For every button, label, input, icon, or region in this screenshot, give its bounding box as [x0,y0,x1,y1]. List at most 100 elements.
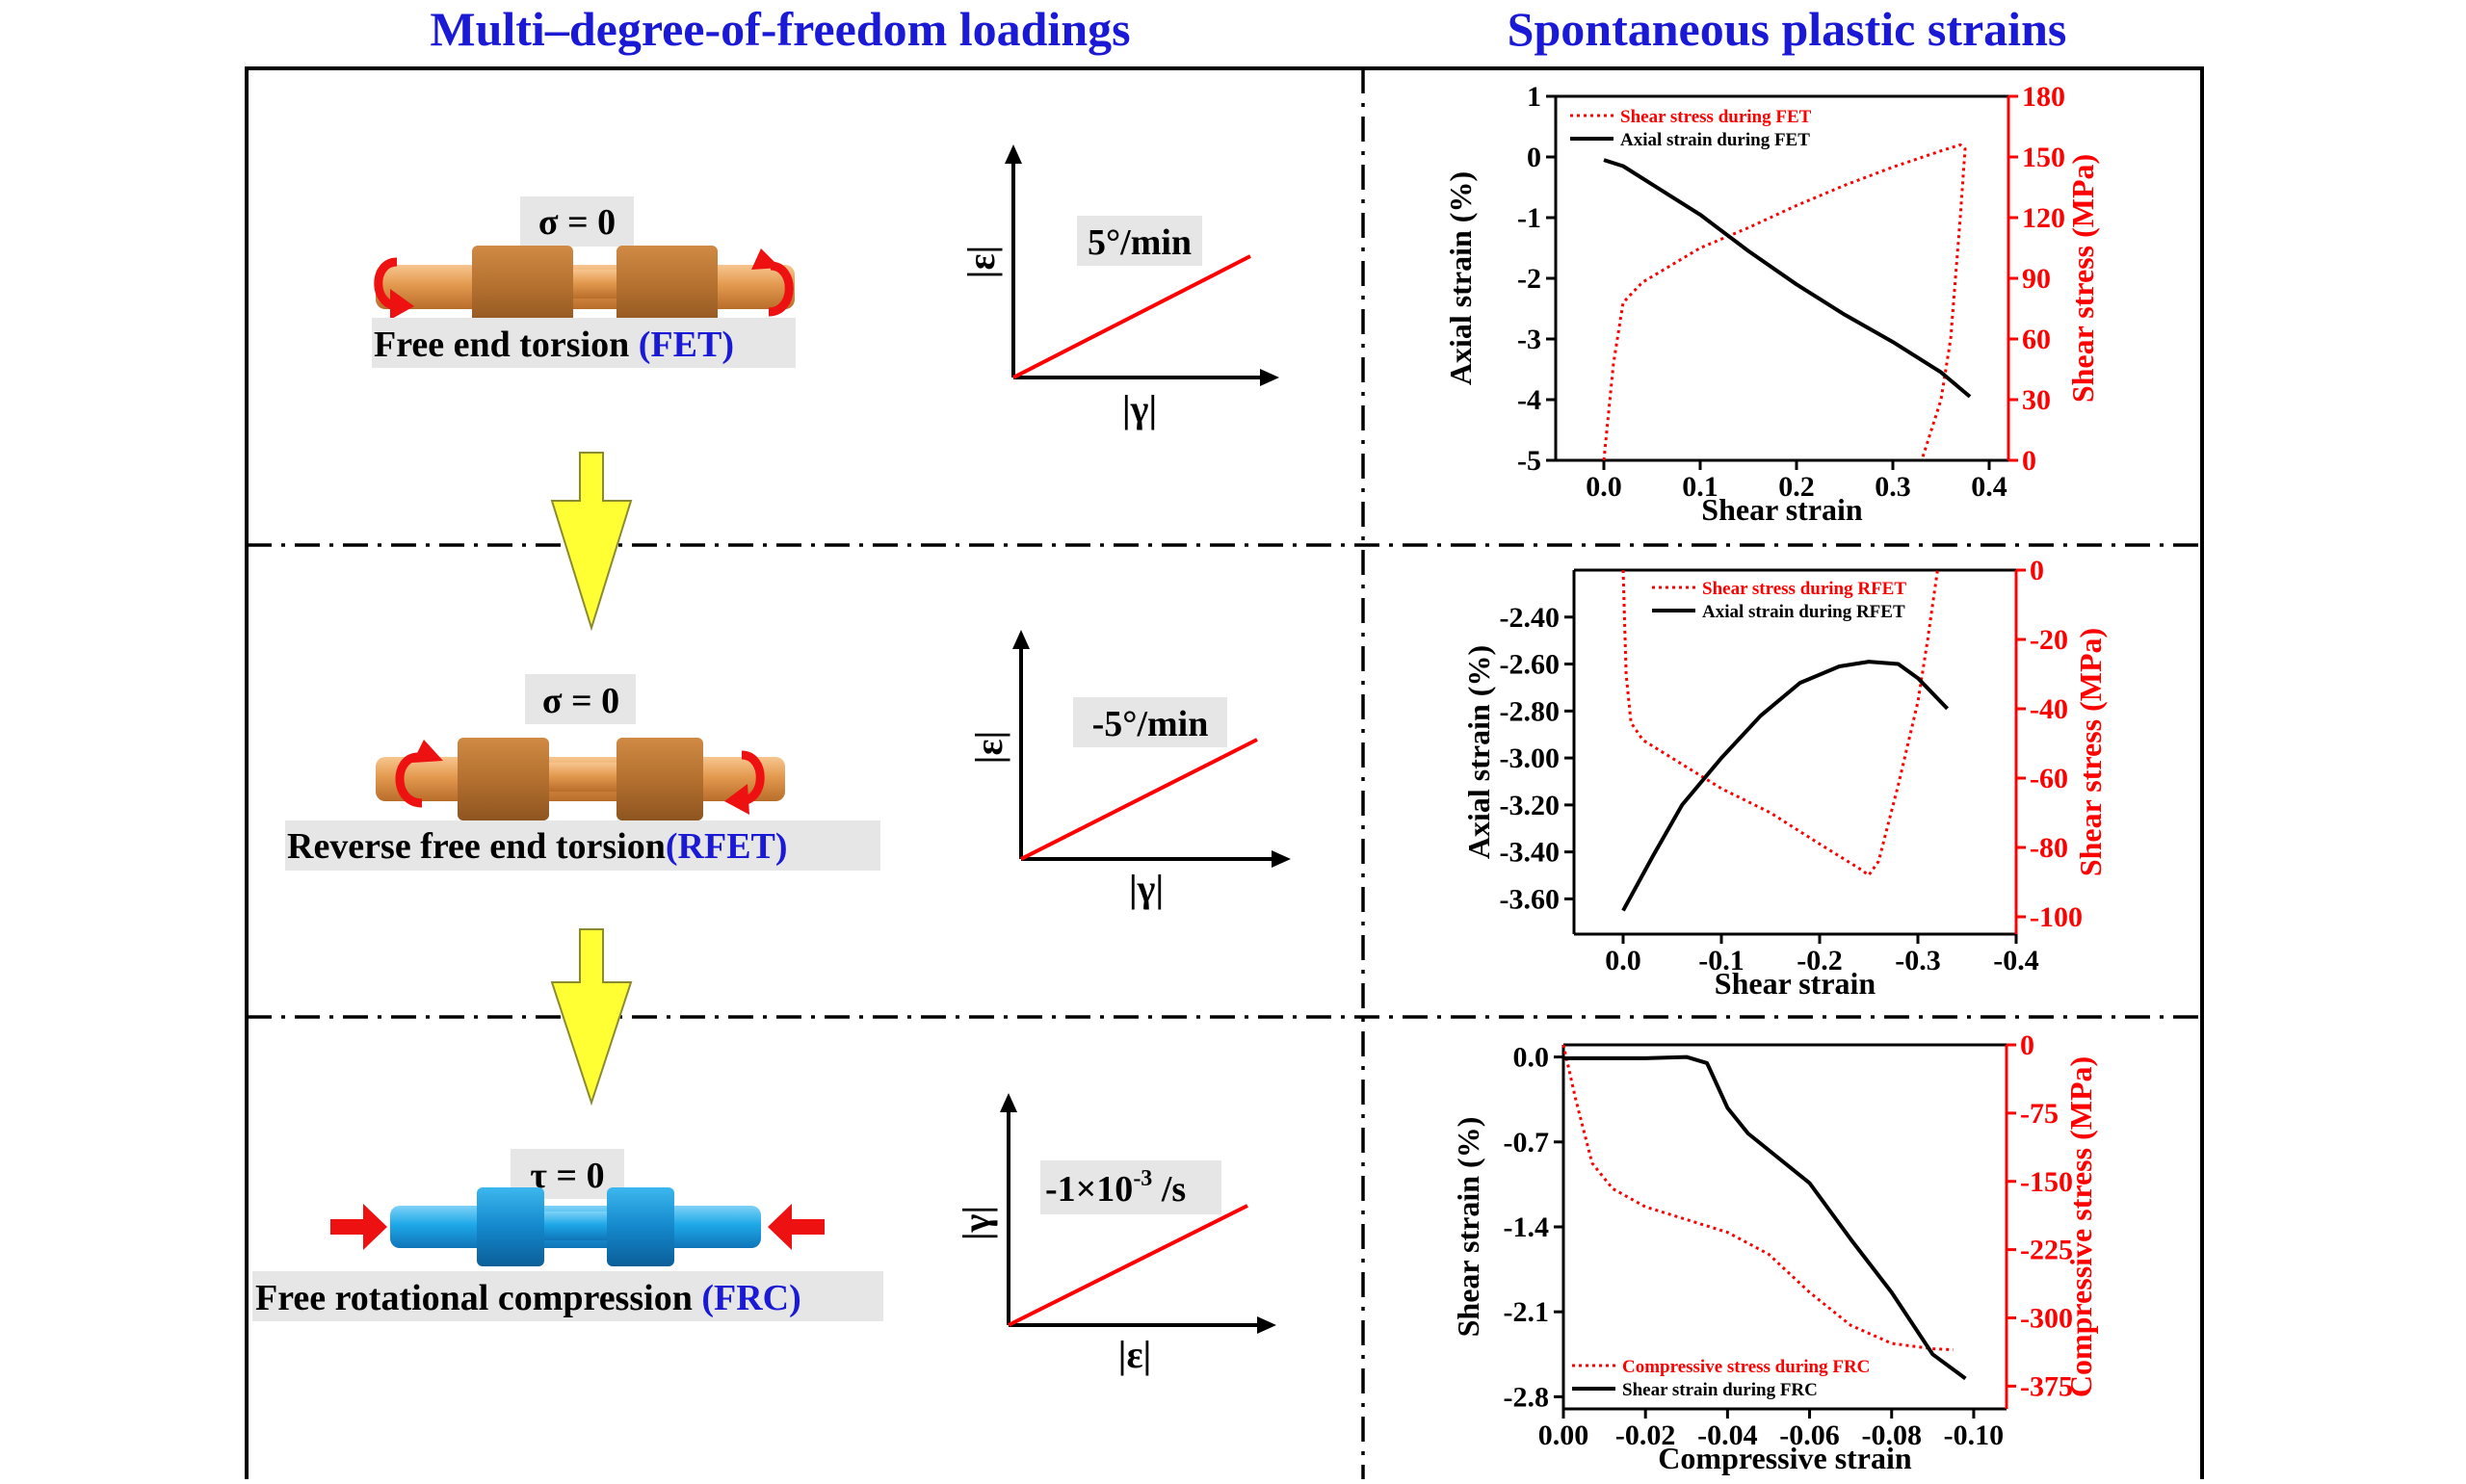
rate-label: 5°/min [1088,222,1192,263]
y-tick-label: -0.7 [1504,1127,1550,1159]
y-tick-label: -3.00 [1500,742,1561,774]
y-tick-label: -5 [1517,445,1541,477]
x-tick-label: -0.08 [1861,1419,1922,1451]
loading-path-line [1008,1204,1248,1327]
steel-specimen [390,1187,761,1266]
y2-tick-label: -40 [2030,693,2068,725]
loading-path-line [1012,254,1251,379]
chart-rfet-response: 0.0 -0.1 -0.2 -0.3 -0.4 -2.40 -2.60 -2.80 -3.00 -… [1461,555,2108,1001]
x-tick-label: 0.00 [1538,1419,1589,1451]
y-axis-label: Shear strain (%) [1451,1117,1485,1338]
rate-schematic: -1×10-3 /s |γ| |ε| [955,1093,1276,1376]
y-tick-label: 0 [1527,142,1541,173]
series-line-strain [1621,660,1950,912]
series-line-strain [1603,158,1972,399]
x-tick-label: 0.0 [1586,471,1622,503]
x-tick-label: -0.10 [1944,1419,2005,1451]
rate-schematic: 5°/min |ε| |γ| [959,144,1279,430]
series-line-stress [1561,1044,1954,1352]
stress-condition-bg [520,196,634,247]
legend-label-stress: Compressive stress during FRC [1622,1357,1870,1377]
x-tick-label: -0.3 [1895,945,1941,976]
y-tick-label: -4 [1517,384,1541,416]
x-tick-label: -0.04 [1697,1419,1758,1451]
y-axis-symbol: |ε| [967,731,1010,765]
y-tick-label: -2.40 [1500,602,1561,634]
y-tick-label: -2 [1517,263,1541,295]
y-tick-label: 1 [1527,81,1541,113]
transition-arrow-icon [550,928,633,1106]
y-tick-label: -3.20 [1500,790,1561,821]
y-axis-label: Axial strain (%) [1443,171,1478,385]
y-tick-label: -3.40 [1500,837,1561,869]
x-tick-label: 0.3 [1875,471,1911,503]
y2-tick-label: -150 [2020,1166,2073,1198]
copper-specimen [376,738,785,820]
y2-tick-label: 0 [2022,445,2036,477]
loading-label-bg [252,1271,883,1321]
series-line-strain [1563,1054,1967,1381]
y2-axis-label: Shear stress (MPa) [2065,154,2100,403]
y2-tick-label: 180 [2022,81,2065,113]
x-tick-label: 0.2 [1778,471,1815,503]
y-tick-label: -3.60 [1500,883,1561,915]
y-tick-label: -1 [1517,202,1541,234]
loading-label-bg [285,820,880,871]
x-tick-label: -0.1 [1698,945,1745,976]
x-tick-label: 0.0 [1605,945,1641,976]
y2-tick-label: 90 [2022,263,2051,295]
compression-arrows-icon [330,1204,825,1250]
transition-arrow-icon [550,452,633,632]
title-right: Spontaneous plastic strains [1508,2,2067,56]
y2-axis-label: Shear stress (MPa) [2073,628,2108,876]
loading-label-bg [372,318,796,368]
y-tick-label: -3 [1517,324,1541,355]
stress-condition: σ = 0 [538,202,616,243]
stress-condition: σ = 0 [542,681,619,721]
y-tick-label: -2.8 [1504,1381,1550,1413]
y-tick-label: -2.60 [1500,649,1561,681]
rate-label-bg [1077,216,1202,266]
twist-arrows-icon [374,248,794,320]
y2-tick-label: -80 [2030,832,2068,864]
x-tick-label: -0.06 [1779,1419,1840,1451]
y-tick-label: 0.0 [1513,1042,1550,1074]
chart-frc-response: 0.00 -0.02 -0.04 -0.06 -0.08 -0.10 0.0 -0.7 -1.4… [1451,1029,2098,1475]
y2-tick-label: 60 [2022,324,2051,355]
y2-tick-label: 120 [2022,202,2065,234]
x-tick-label: -0.4 [1993,945,2039,976]
row-rfet: σ = 0 Reverse free end torsion(RFET) -5°… [285,630,1291,910]
title-left: Multi–degree-of-freedom loadings [430,2,1130,56]
rate-label-bg [1040,1160,1221,1214]
rate-label: -5°/min [1092,704,1209,744]
y2-tick-label: -300 [2020,1303,2073,1335]
x-tick-label: 0.4 [1971,471,2007,503]
legend-label-strain: Axial strain during FET [1620,130,1810,150]
y2-tick-label: 30 [2022,384,2051,416]
x-tick-label: 0.1 [1682,471,1718,503]
y-tick-label: -2.80 [1500,695,1561,727]
x-axis-symbol: |γ| [1129,867,1164,910]
x-axis-label: Shear strain [1715,966,1876,1001]
loading-label: Free end torsion (FET) [374,325,734,365]
loading-label: Reverse free end torsion(RFET) [287,826,788,867]
y2-tick-label: -60 [2030,763,2068,794]
x-tick-label: -0.2 [1797,945,1843,976]
x-tick-label: -0.02 [1615,1419,1676,1451]
copper-specimen [376,246,795,328]
y2-tick-label: 0 [2020,1029,2034,1061]
row-fet: σ = 0 Free end torsion (FET) 5°/min |ε| … [372,144,1279,430]
loading-path-line [1020,738,1258,861]
series-line-stress [1621,569,1939,877]
y2-tick-label: -225 [2020,1235,2073,1266]
y2-axis-label: Compressive stress (MPa) [2063,1056,2098,1397]
y2-tick-label: -375 [2020,1370,2073,1402]
y2-tick-label: -20 [2030,624,2068,656]
chart-fet-response: 0.0 0.1 0.2 0.3 0.4 1 0 -1 -2 -3 -4 -5 180 150 120 90 60… [1443,81,2100,527]
y2-tick-label: -75 [2020,1098,2059,1130]
y2-tick-label: -100 [2030,901,2083,933]
legend-label-stress: Shear stress during FET [1620,107,1812,127]
x-axis-label: Compressive strain [1658,1441,1912,1475]
loading-label: Free rotational compression (FRC) [255,1278,801,1318]
legend-label-strain: Axial strain during RFET [1702,602,1905,622]
